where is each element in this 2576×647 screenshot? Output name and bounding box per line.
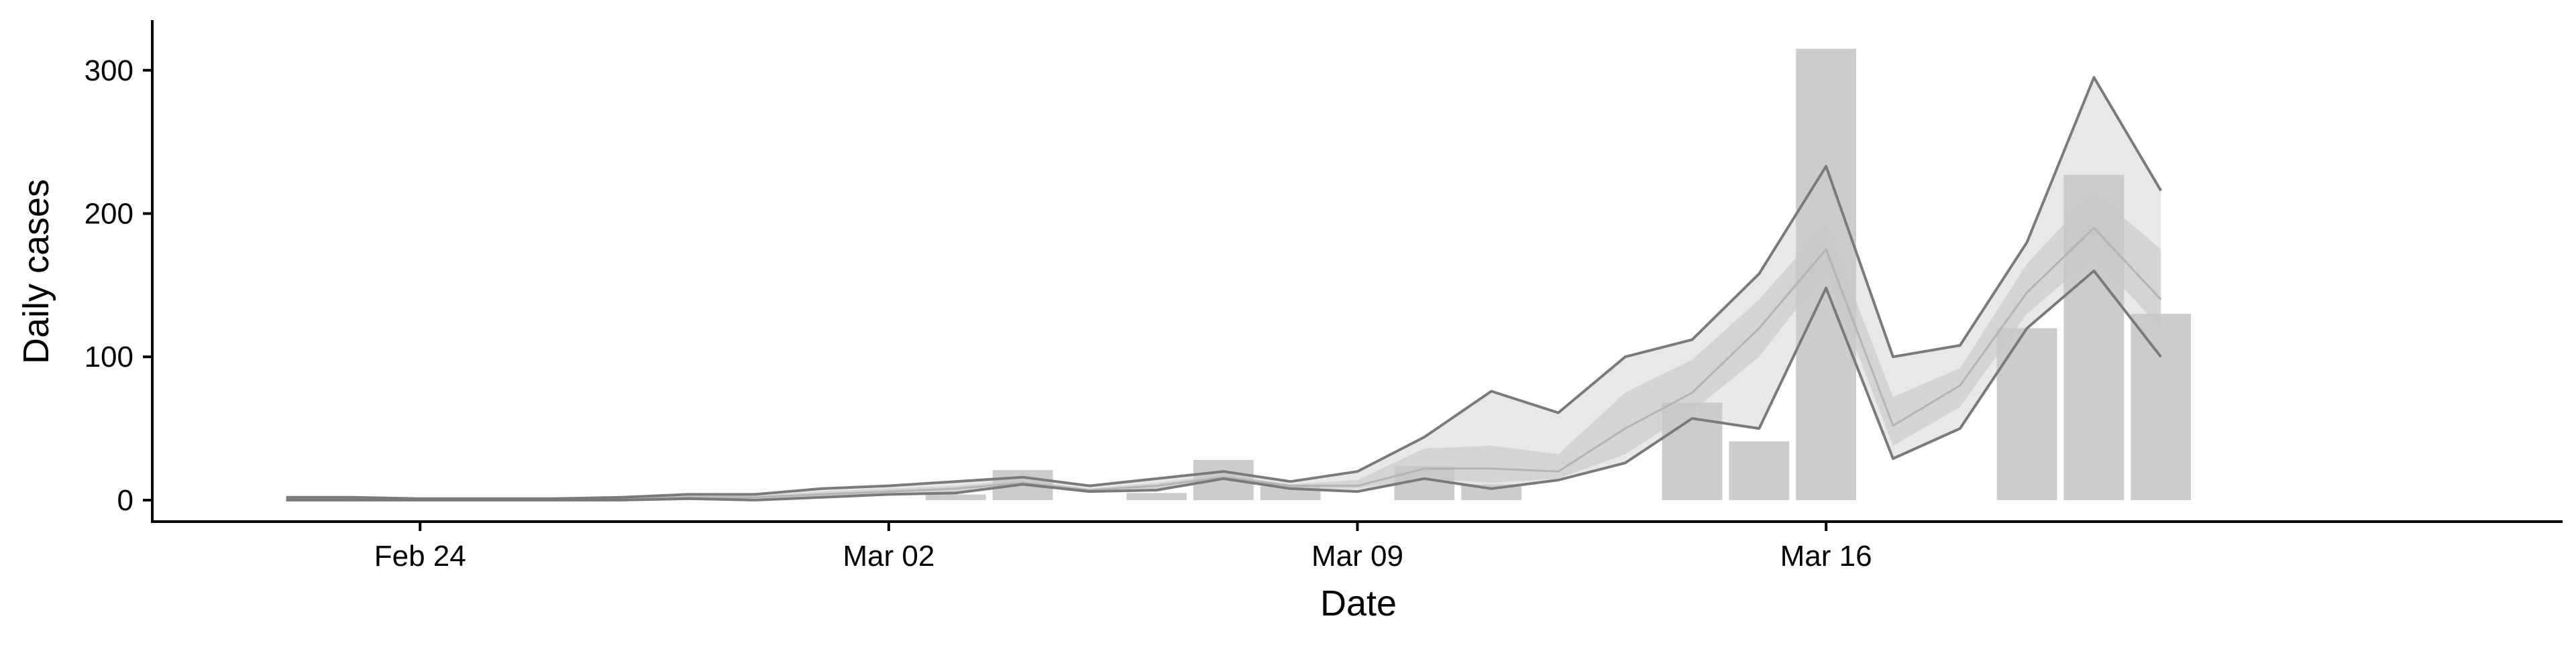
y-tick-label-0: 0 [117, 484, 133, 517]
x-ticks: Feb 24 Mar 02 Mar 09 Mar 16 [374, 522, 1872, 573]
y-tick-label-200: 200 [85, 198, 133, 231]
outer-interval-band [286, 77, 2161, 500]
y-tick-label-100: 100 [85, 341, 133, 373]
x-axis-title: Date [1320, 583, 1397, 624]
y-ticks: 0 100 200 300 [85, 54, 152, 517]
bar-2020-03-20 [2063, 174, 2125, 500]
x-tick-label: Mar 16 [1780, 540, 1872, 573]
bar-2020-03-03 [925, 494, 986, 500]
x-tick-label: Mar 02 [843, 540, 934, 573]
x-tick-label: Feb 24 [374, 540, 466, 573]
axes [151, 20, 2563, 523]
bar-2020-03-21 [2131, 314, 2192, 500]
bar-2020-03-11 [1461, 484, 1521, 500]
y-tick-label-300: 300 [85, 54, 133, 87]
lower-bound-line [286, 270, 2162, 502]
bar-2020-03-15 [1729, 441, 1790, 500]
y-axis-title: Daily cases [16, 179, 56, 364]
forecast-lines [286, 76, 2162, 502]
upper-bound-line [286, 76, 2162, 500]
bar-2020-03-06 [1126, 493, 1187, 500]
x-tick-label: Mar 09 [1311, 540, 1403, 573]
forecast-bands [286, 77, 2161, 500]
bar-2020-03-19 [1996, 328, 2057, 500]
